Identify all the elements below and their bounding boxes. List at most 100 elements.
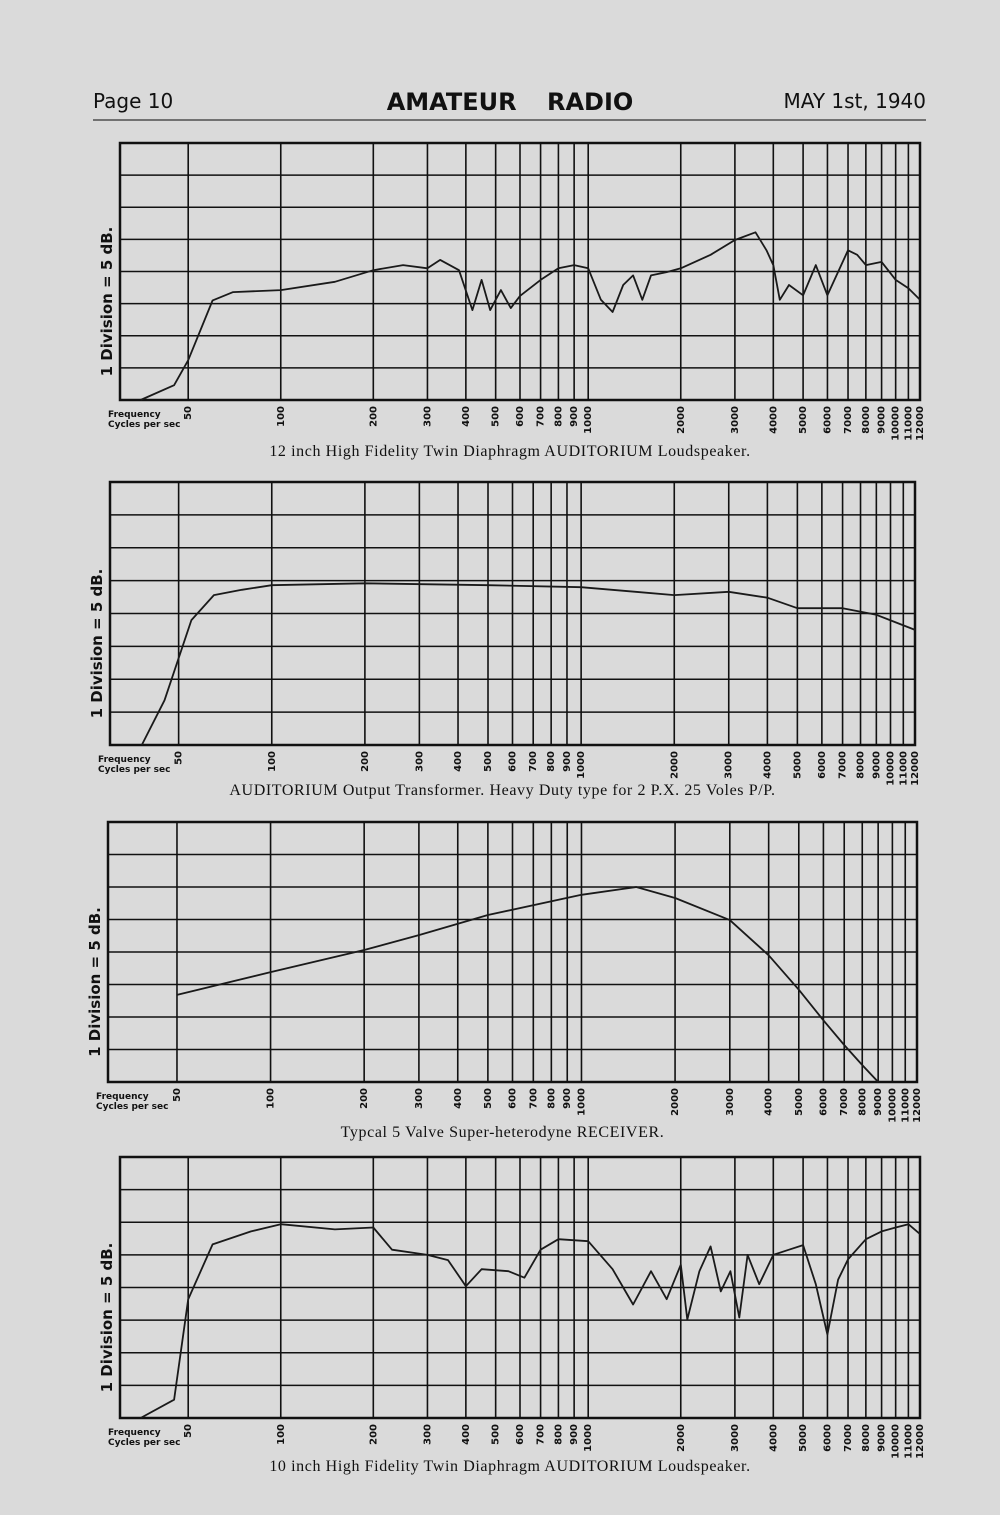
x-axis-label: Frequency — [108, 410, 161, 420]
x-tick-label: 3000 — [730, 1424, 741, 1452]
x-tick-label: 12000 — [912, 1088, 923, 1123]
x-tick-label: 5000 — [794, 1088, 805, 1116]
x-tick-label: 800 — [553, 406, 564, 427]
x-tick-label: 400 — [461, 1424, 472, 1445]
x-tick-label: 5000 — [798, 1424, 809, 1452]
x-tick-label: 200 — [368, 1424, 379, 1445]
x-axis-label: Cycles per sec — [108, 420, 180, 430]
x-axis-label: Frequency — [98, 755, 151, 765]
x-tick-label: 8000 — [861, 406, 872, 434]
x-tick-label: 700 — [528, 751, 539, 772]
x-tick-label: 300 — [414, 751, 425, 772]
x-tick-label: 700 — [528, 1088, 539, 1109]
x-tick-label: 9000 — [873, 1088, 884, 1116]
x-tick-label: 1000 — [583, 1424, 594, 1452]
x-tick-label: 5000 — [798, 406, 809, 434]
y-axis-label: 1 Division = 5 dB. — [88, 569, 106, 719]
chart-caption: 12 inch High Fidelity Twin Diaphragm AUD… — [269, 443, 750, 460]
x-tick-label: 300 — [422, 406, 433, 427]
x-tick-label: 200 — [368, 406, 379, 427]
x-tick-label: 100 — [276, 406, 287, 427]
x-tick-label: 900 — [562, 1088, 573, 1109]
x-tick-label: 900 — [569, 1424, 580, 1445]
x-tick-label: 2000 — [676, 406, 687, 434]
x-axis-label: Cycles per sec — [98, 765, 170, 775]
x-tick-label: 3000 — [724, 751, 735, 779]
x-tick-label: 600 — [508, 1088, 519, 1109]
x-tick-label: 8000 — [861, 1424, 872, 1452]
x-tick-label: 100 — [276, 1424, 287, 1445]
x-tick-label: 500 — [483, 751, 494, 772]
x-tick-label: 12000 — [915, 406, 926, 441]
page-number: Page 10 — [93, 89, 173, 113]
x-tick-label: 600 — [515, 406, 526, 427]
x-tick-label: 9000 — [871, 751, 882, 779]
x-tick-label: 8000 — [856, 751, 867, 779]
issue-date: MAY 1st, 1940 — [783, 89, 926, 113]
y-axis-label: 1 Division = 5 dB. — [98, 227, 116, 377]
x-tick-label: 400 — [453, 1088, 464, 1109]
x-tick-label: 10000 — [886, 751, 897, 786]
x-tick-label: 7000 — [843, 1424, 854, 1452]
x-axis-label: Cycles per sec — [96, 1102, 168, 1112]
x-axis-label: Frequency — [96, 1092, 149, 1102]
x-tick-label: 6000 — [818, 1088, 829, 1116]
x-tick-label: 2000 — [669, 751, 680, 779]
x-tick-label: 6000 — [817, 751, 828, 779]
magazine-title: AMATEUR RADIO — [387, 88, 634, 116]
response-curve — [140, 582, 916, 746]
x-tick-label: 7000 — [843, 406, 854, 434]
x-tick-label: 12000 — [915, 1424, 926, 1459]
x-tick-label: 800 — [546, 751, 557, 772]
chart-caption: 10 inch High Fidelity Twin Diaphragm AUD… — [269, 1458, 750, 1475]
x-tick-label: 1000 — [583, 406, 594, 434]
x-tick-label: 4000 — [768, 406, 779, 434]
x-tick-label: 2000 — [670, 1088, 681, 1116]
x-tick-label: 200 — [360, 751, 371, 772]
x-tick-label: 600 — [508, 751, 519, 772]
x-tick-label: 500 — [483, 1088, 494, 1109]
x-tick-label: 50 — [183, 1424, 194, 1438]
x-tick-label: 3000 — [725, 1088, 736, 1116]
x-tick-label: 11000 — [903, 1424, 914, 1459]
x-tick-label: 10000 — [891, 406, 902, 441]
x-tick-label: 100 — [266, 1088, 277, 1109]
chart-caption: Typcal 5 Valve Super-heterodyne RECEIVER… — [341, 1124, 665, 1141]
x-tick-label: 500 — [491, 406, 502, 427]
x-tick-label: 11000 — [903, 406, 914, 441]
x-tick-label: 5000 — [792, 751, 803, 779]
x-tick-label: 1000 — [576, 751, 587, 779]
x-tick-label: 3000 — [730, 406, 741, 434]
x-tick-label: 11000 — [900, 1088, 911, 1123]
response-curve — [140, 1223, 921, 1419]
x-tick-label: 6000 — [822, 406, 833, 434]
x-tick-label: 50 — [174, 751, 185, 765]
chart-caption: AUDITORIUM Output Transformer. Heavy Dut… — [229, 782, 775, 799]
x-tick-label: 500 — [491, 1424, 502, 1445]
x-tick-label: 12000 — [910, 751, 921, 786]
x-tick-label: 11000 — [898, 751, 909, 786]
x-axis-label: Cycles per sec — [108, 1438, 180, 1448]
x-tick-label: 800 — [546, 1088, 557, 1109]
x-tick-label: 4000 — [764, 1088, 775, 1116]
x-tick-label: 4000 — [768, 1424, 779, 1452]
x-tick-label: 50 — [172, 1088, 183, 1102]
x-tick-label: 800 — [553, 1424, 564, 1445]
x-tick-label: 600 — [515, 1424, 526, 1445]
x-tick-label: 1000 — [576, 1088, 587, 1116]
x-tick-label: 50 — [183, 406, 194, 420]
x-axis-label: Frequency — [108, 1428, 161, 1438]
x-tick-label: 400 — [461, 406, 472, 427]
x-tick-label: 400 — [453, 751, 464, 772]
x-tick-label: 9000 — [877, 1424, 888, 1452]
response-curve — [176, 886, 879, 1083]
x-tick-label: 700 — [536, 406, 547, 427]
x-tick-label: 6000 — [822, 1424, 833, 1452]
y-axis-label: 1 Division = 5 dB. — [98, 1243, 116, 1393]
x-tick-label: 900 — [562, 751, 573, 772]
x-tick-label: 100 — [267, 751, 278, 772]
x-tick-label: 300 — [414, 1088, 425, 1109]
x-tick-label: 9000 — [877, 406, 888, 434]
response-curve — [140, 231, 921, 401]
